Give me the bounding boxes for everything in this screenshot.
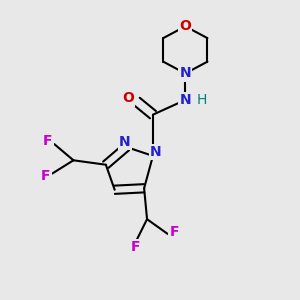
Text: F: F — [41, 169, 50, 184]
Text: O: O — [122, 92, 134, 106]
Text: H: H — [196, 93, 207, 107]
Text: F: F — [169, 225, 179, 239]
Text: F: F — [130, 240, 140, 254]
Text: F: F — [43, 134, 52, 148]
Text: O: O — [179, 19, 191, 33]
Text: N: N — [179, 66, 191, 80]
Text: N: N — [150, 146, 162, 159]
Text: N: N — [179, 93, 191, 107]
Text: N: N — [119, 135, 131, 149]
